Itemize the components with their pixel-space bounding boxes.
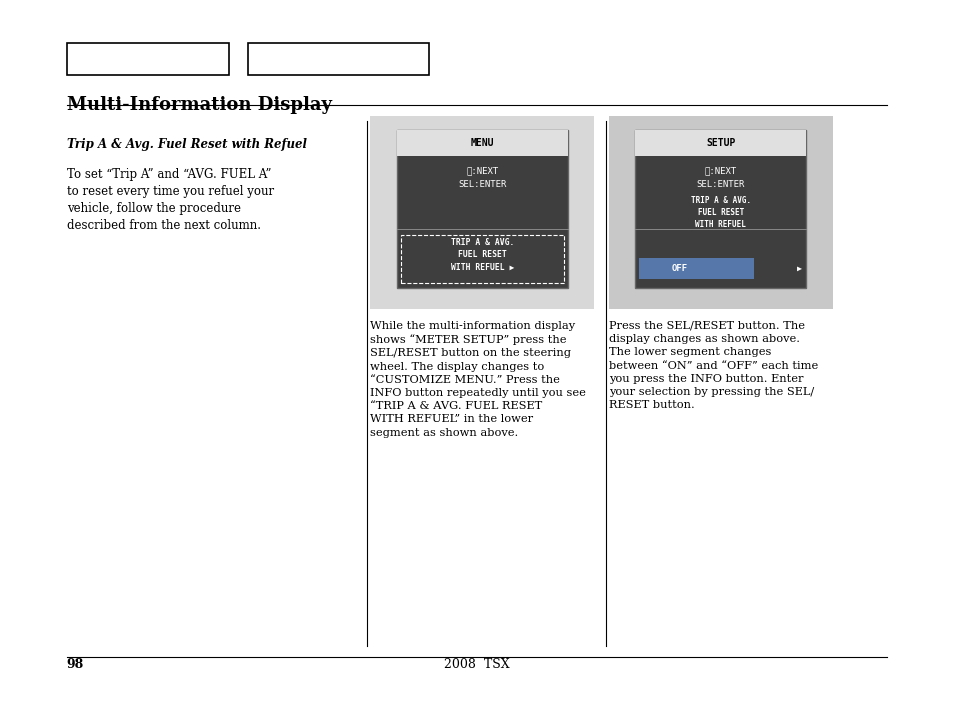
Bar: [370, 116, 594, 309]
Bar: [639, 258, 753, 279]
Bar: [396, 130, 567, 156]
Bar: [248, 43, 429, 75]
Text: SEL:ENTER: SEL:ENTER: [696, 180, 744, 189]
Text: To set “Trip A” and “AVG. FUEL A”
to reset every time you refuel your
vehicle, f: To set “Trip A” and “AVG. FUEL A” to res…: [67, 168, 274, 232]
Bar: [635, 130, 805, 156]
Text: TRIP A & AVG.
FUEL RESET
WITH REFUEL: TRIP A & AVG. FUEL RESET WITH REFUEL: [690, 196, 750, 229]
Text: MENU: MENU: [470, 138, 494, 148]
Text: SEL:ENTER: SEL:ENTER: [457, 180, 506, 189]
Text: TRIP A & AVG.: TRIP A & AVG.: [450, 238, 514, 246]
Text: ⓘ:NEXT: ⓘ:NEXT: [466, 166, 497, 175]
Bar: [396, 130, 567, 288]
Text: 98: 98: [67, 658, 84, 671]
Bar: [400, 235, 563, 283]
Bar: [67, 43, 229, 75]
Text: OFF: OFF: [671, 264, 686, 273]
Text: FUEL RESET: FUEL RESET: [457, 251, 506, 259]
Text: WITH REFUEL ▶: WITH REFUEL ▶: [450, 263, 514, 272]
Text: SETUP: SETUP: [705, 138, 735, 148]
Text: ▶: ▶: [797, 264, 801, 273]
Text: Press the SEL/RESET button. The
display changes as shown above.
The lower segmen: Press the SEL/RESET button. The display …: [608, 321, 817, 410]
Text: ⓘ:NEXT: ⓘ:NEXT: [704, 166, 736, 175]
Text: 2008  TSX: 2008 TSX: [444, 658, 509, 671]
Text: Trip A & Avg. Fuel Reset with Refuel: Trip A & Avg. Fuel Reset with Refuel: [67, 138, 307, 151]
Bar: [608, 116, 832, 309]
Bar: [635, 130, 805, 288]
Text: Multi-Information Display: Multi-Information Display: [67, 96, 332, 114]
Text: While the multi-information display
shows “METER SETUP” press the
SEL/RESET butt: While the multi-information display show…: [370, 321, 585, 437]
